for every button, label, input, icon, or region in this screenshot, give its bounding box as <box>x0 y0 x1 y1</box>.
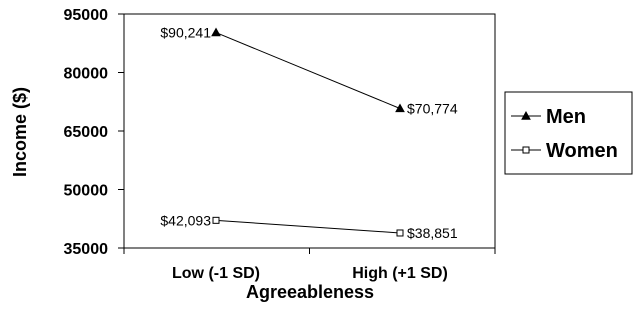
series-line <box>215 219 401 234</box>
data-label: $42,093 <box>160 212 211 228</box>
y-tick-label: 65000 <box>64 124 109 141</box>
square-marker <box>396 229 404 237</box>
legend-item-women: Women <box>511 140 618 162</box>
series-layer: $90,241 $70,774 $42,093 $38,851 <box>160 25 457 241</box>
legend-box <box>504 91 633 175</box>
y-axis-ticks: 35000 50000 65000 80000 95000 <box>64 7 124 258</box>
legend-item-men: Men <box>511 106 586 128</box>
y-tick-label: 95000 <box>64 7 109 24</box>
square-marker <box>522 146 530 154</box>
series-men: $90,241 $70,774 <box>160 25 457 117</box>
y-axis-title: Income ($) <box>10 87 30 177</box>
triangle-marker <box>211 27 221 37</box>
triangle-marker <box>395 103 405 113</box>
y-tick-label: 35000 <box>64 241 109 258</box>
legend-label: Women <box>546 140 618 162</box>
series-women: $42,093 $38,851 <box>160 212 457 241</box>
legend: Men Women <box>504 91 633 175</box>
square-marker <box>212 216 220 224</box>
data-label: $90,241 <box>160 25 211 41</box>
y-tick-label: 50000 <box>64 183 109 200</box>
data-label: $70,774 <box>407 100 458 116</box>
x-axis-title: Agreeableness <box>246 282 374 302</box>
legend-label: Men <box>546 106 586 128</box>
x-tick-label: Low (-1 SD) <box>172 265 260 282</box>
series-line <box>215 32 401 109</box>
x-tick-label: High (+1 SD) <box>352 265 448 282</box>
x-axis-ticks: Low (-1 SD) High (+1 SD) <box>123 248 496 282</box>
data-label: $38,851 <box>407 225 458 241</box>
triangle-marker <box>521 110 531 120</box>
y-tick-label: 80000 <box>64 66 109 83</box>
